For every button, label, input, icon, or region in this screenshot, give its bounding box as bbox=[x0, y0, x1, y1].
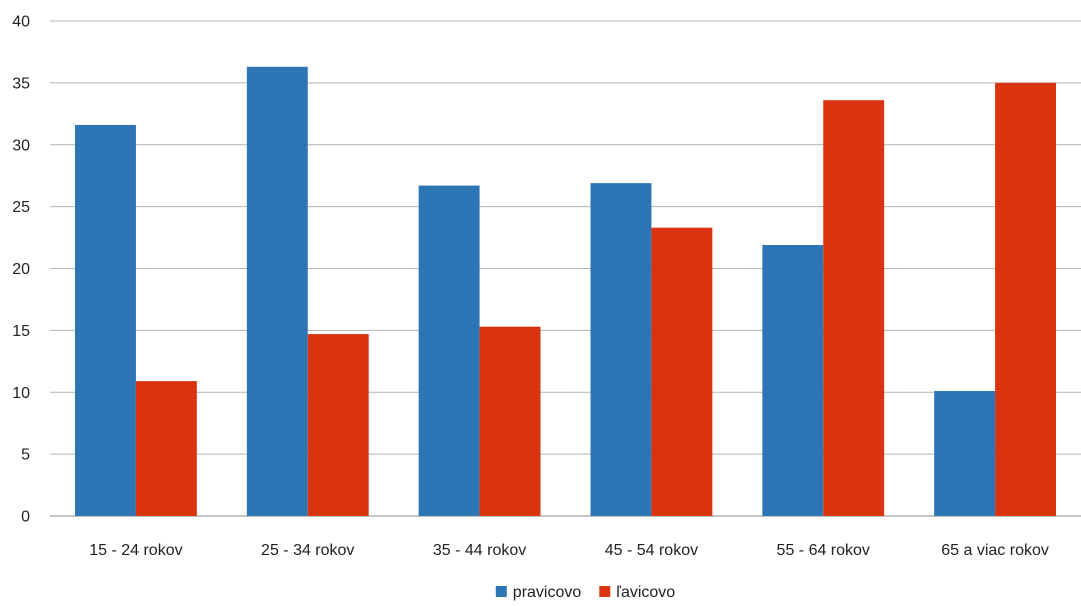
bar-lavicovo bbox=[995, 82, 1056, 516]
y-axis-ticks: 0 5 10 15 20 25 30 35 40 bbox=[12, 14, 30, 526]
bar-lavicovo bbox=[307, 334, 369, 516]
legend-swatch-pravicovo bbox=[495, 586, 507, 597]
bar-lavicovo bbox=[135, 381, 197, 516]
x-tick-label: 25 - 34 rokov bbox=[261, 542, 354, 559]
bar-pravicovo bbox=[934, 391, 996, 516]
bar-pravicovo bbox=[75, 124, 136, 516]
bar-pravicovo bbox=[590, 183, 652, 517]
gridlines bbox=[50, 20, 1081, 517]
y-tick-label: 5 bbox=[21, 447, 30, 464]
x-axis-ticks: 15 - 24 rokov 25 - 34 rokov 35 - 44 rokov 4… bbox=[89, 542, 1049, 559]
x-tick-label: 55 - 64 rokov bbox=[777, 542, 870, 559]
x-tick-label: 45 - 54 rokov bbox=[605, 542, 698, 559]
legend-swatch-lavicovo bbox=[599, 586, 611, 597]
x-tick-label: 35 - 44 rokov bbox=[433, 542, 526, 559]
y-tick-label: 15 bbox=[12, 323, 30, 340]
bar-lavicovo bbox=[651, 227, 713, 516]
bar-lavicovo bbox=[823, 100, 885, 516]
y-tick-label: 25 bbox=[12, 199, 30, 216]
bars bbox=[75, 66, 1056, 517]
legend: pravicovo ľavicovo bbox=[495, 584, 675, 601]
y-tick-label: 10 bbox=[12, 385, 30, 402]
y-tick-label: 30 bbox=[12, 137, 30, 154]
bar-pravicovo bbox=[418, 185, 480, 516]
y-tick-label: 0 bbox=[21, 509, 30, 526]
bar-lavicovo bbox=[479, 326, 541, 516]
x-tick-label: 15 - 24 rokov bbox=[89, 542, 182, 559]
legend-label-pravicovo: pravicovo bbox=[513, 584, 582, 601]
bar-pravicovo bbox=[246, 66, 308, 516]
y-tick-label: 20 bbox=[12, 261, 30, 278]
bar-pravicovo bbox=[762, 244, 824, 517]
y-tick-label: 35 bbox=[12, 75, 30, 92]
legend-label-lavicovo: ľavicovo bbox=[616, 584, 675, 601]
x-tick-label: 65 a viac rokov bbox=[941, 542, 1049, 559]
y-tick-label: 40 bbox=[12, 14, 30, 31]
